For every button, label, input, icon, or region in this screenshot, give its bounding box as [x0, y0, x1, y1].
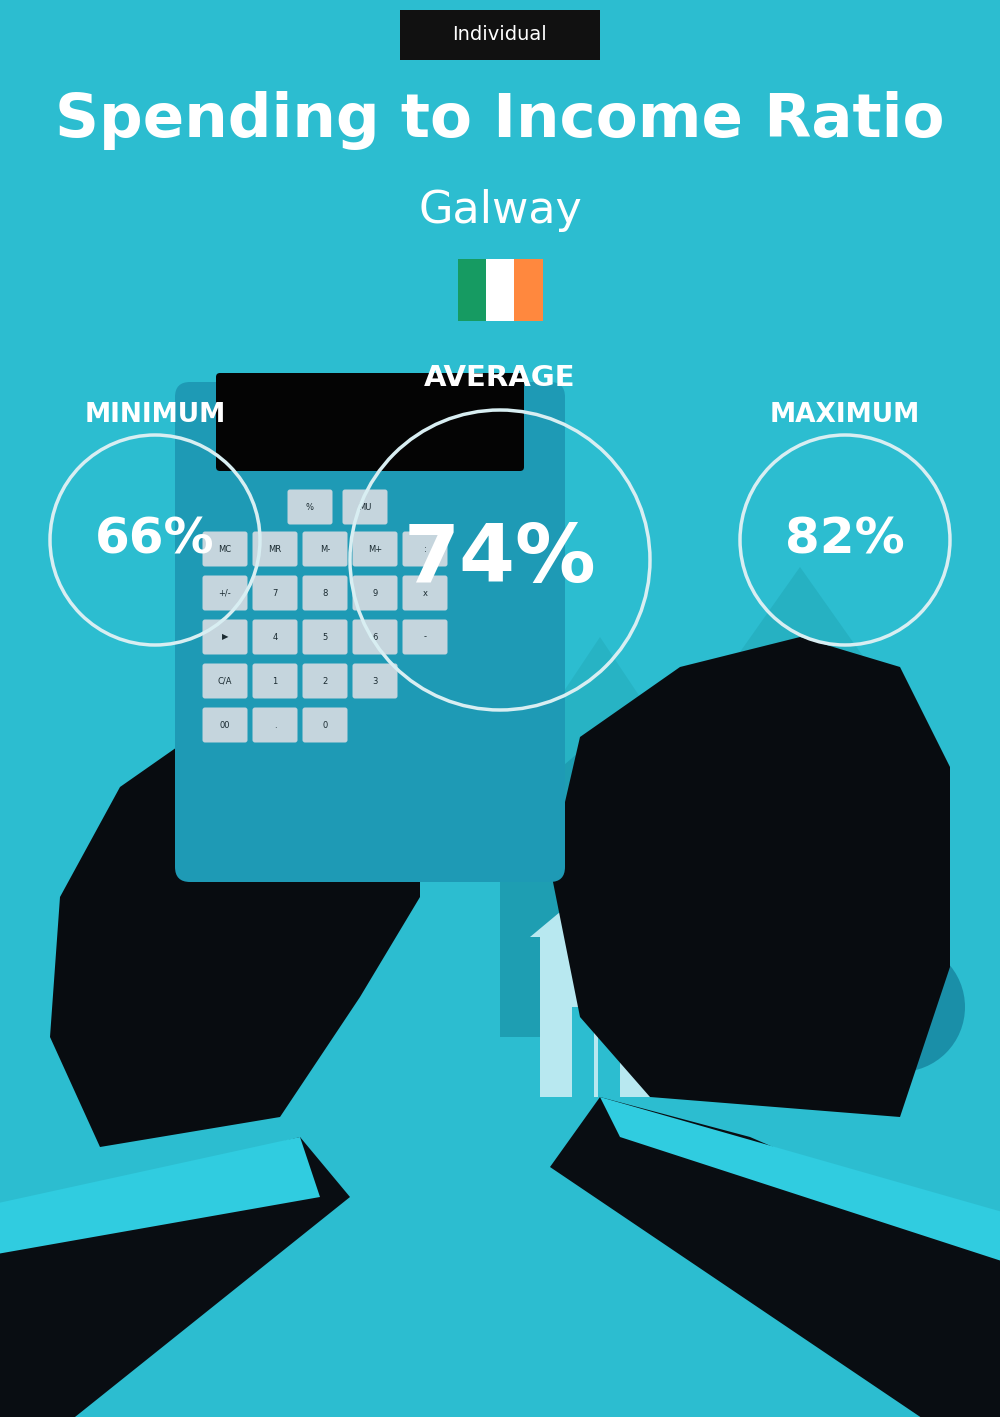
Text: 5: 5 [322, 632, 328, 642]
Text: MAXIMUM: MAXIMUM [770, 402, 920, 428]
Polygon shape [680, 567, 920, 1037]
Text: MR: MR [268, 544, 282, 554]
Text: ▶: ▶ [222, 632, 228, 642]
FancyBboxPatch shape [252, 707, 298, 743]
Text: 1: 1 [272, 676, 278, 686]
FancyBboxPatch shape [402, 619, 447, 655]
Polygon shape [0, 1136, 350, 1417]
FancyBboxPatch shape [302, 575, 348, 611]
Text: 0: 0 [322, 720, 328, 730]
Bar [486, 259, 514, 322]
FancyBboxPatch shape [252, 531, 298, 567]
Text: M+: M+ [368, 544, 382, 554]
FancyBboxPatch shape [352, 619, 398, 655]
Text: C/A: C/A [218, 676, 232, 686]
Text: MINIMUM: MINIMUM [84, 402, 226, 428]
Circle shape [773, 935, 857, 1019]
Bar [540, 932, 700, 1097]
Text: 7: 7 [272, 588, 278, 598]
Bar [760, 1073, 880, 1084]
Text: 8: 8 [322, 588, 328, 598]
Text: 00: 00 [220, 720, 230, 730]
FancyBboxPatch shape [342, 489, 388, 524]
FancyBboxPatch shape [252, 575, 298, 611]
Bar [598, 1007, 620, 1097]
Text: .: . [274, 720, 276, 730]
Bar [650, 782, 680, 837]
FancyBboxPatch shape [352, 575, 398, 611]
Polygon shape [550, 1097, 1000, 1417]
FancyBboxPatch shape [202, 663, 248, 699]
FancyBboxPatch shape [302, 663, 348, 699]
FancyBboxPatch shape [252, 619, 298, 655]
Polygon shape [350, 667, 550, 837]
Circle shape [835, 942, 965, 1073]
FancyBboxPatch shape [288, 489, 332, 524]
Polygon shape [0, 1136, 320, 1257]
Bar [760, 1058, 880, 1071]
Text: Galway: Galway [418, 188, 582, 231]
Bar [760, 1033, 880, 1044]
Polygon shape [320, 777, 450, 867]
Bar [760, 1046, 880, 1058]
FancyBboxPatch shape [302, 531, 348, 567]
Bar [801, 918, 829, 939]
Bar [760, 1085, 880, 1097]
Text: 3: 3 [372, 676, 378, 686]
Bar [500, 832, 740, 1037]
Polygon shape [50, 717, 420, 1146]
Text: %: % [306, 503, 314, 512]
FancyBboxPatch shape [352, 531, 398, 567]
Bar [400, 10, 600, 60]
Text: x: x [422, 588, 428, 598]
Polygon shape [480, 717, 760, 837]
Bar [458, 259, 486, 322]
FancyBboxPatch shape [175, 383, 565, 881]
Bar [880, 920, 920, 948]
Ellipse shape [763, 1091, 798, 1107]
Text: :: : [424, 544, 426, 554]
Bar [760, 1020, 880, 1032]
Text: M-: M- [320, 544, 330, 554]
Bar [572, 1007, 594, 1097]
Text: 2: 2 [322, 676, 328, 686]
FancyBboxPatch shape [402, 575, 447, 611]
Text: AVERAGE: AVERAGE [424, 364, 576, 393]
Bar [514, 259, 542, 322]
Ellipse shape [792, 1091, 828, 1107]
Text: $: $ [889, 992, 911, 1022]
Text: 6: 6 [372, 632, 378, 642]
Polygon shape [600, 1097, 1000, 1267]
Polygon shape [500, 638, 700, 1017]
FancyBboxPatch shape [216, 373, 524, 470]
Text: Spending to Income Ratio: Spending to Income Ratio [55, 91, 945, 150]
FancyBboxPatch shape [352, 663, 398, 699]
Text: $: $ [808, 968, 822, 986]
Text: 74%: 74% [404, 521, 596, 599]
Text: Individual: Individual [453, 26, 547, 44]
Text: MC: MC [218, 544, 232, 554]
Polygon shape [550, 638, 950, 1117]
FancyBboxPatch shape [302, 619, 348, 655]
FancyBboxPatch shape [302, 707, 348, 743]
Text: 4: 4 [272, 632, 278, 642]
Text: -: - [424, 632, 426, 642]
Text: 66%: 66% [95, 516, 215, 564]
FancyBboxPatch shape [402, 531, 447, 567]
Text: 9: 9 [372, 588, 378, 598]
FancyBboxPatch shape [202, 707, 248, 743]
Text: 82%: 82% [785, 516, 905, 564]
FancyBboxPatch shape [252, 663, 298, 699]
Polygon shape [530, 862, 710, 937]
FancyBboxPatch shape [202, 531, 248, 567]
Text: MU: MU [358, 503, 372, 512]
Text: +/-: +/- [219, 588, 231, 598]
FancyBboxPatch shape [202, 619, 248, 655]
FancyBboxPatch shape [202, 575, 248, 611]
